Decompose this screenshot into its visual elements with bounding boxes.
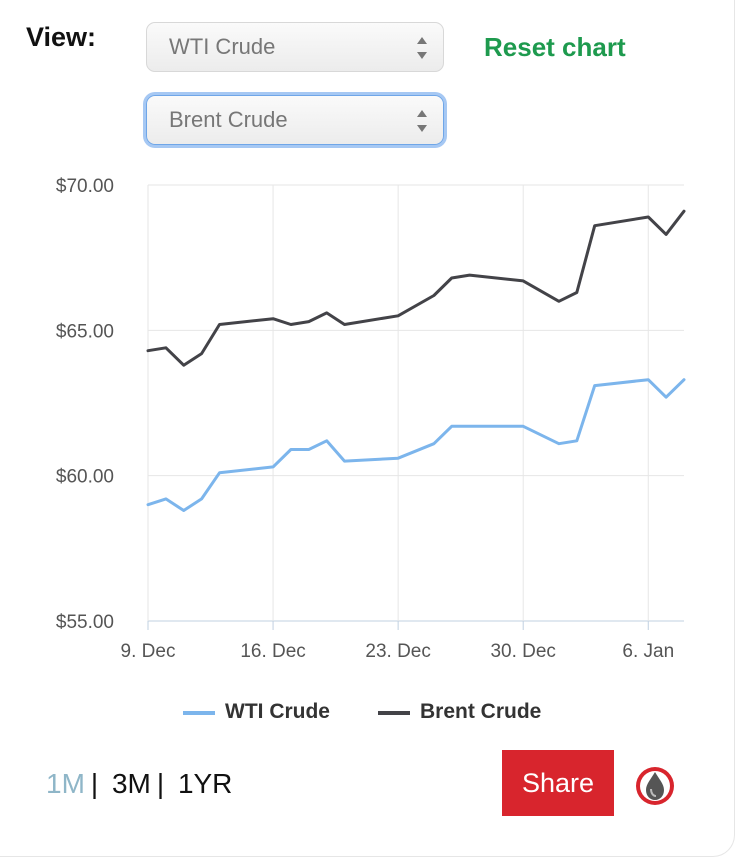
commodity-select-1-value: WTI Crude [169,34,276,59]
range-separator: | [90,768,106,799]
x-tick-label: 6. Jan [622,641,674,662]
x-tick-label: 9. Dec [121,641,176,662]
series-line-wti [146,378,686,512]
commodity-select-2[interactable]: Brent Crude [146,95,444,145]
legend-label-brent: Brent Crude [420,700,542,723]
oil-drop-icon[interactable] [634,765,676,807]
x-tick-label: 23. Dec [365,641,430,662]
series-line-brent [146,209,686,367]
commodity-select-1[interactable]: WTI Crude [146,22,444,72]
share-button[interactable]: Share [502,750,614,816]
y-tick-label: $65.00 [56,321,114,342]
range-3m[interactable]: 3M [111,768,151,799]
y-tick-label: $60.00 [56,467,114,488]
y-tick-label: $55.00 [56,612,114,633]
x-tick-label: 30. Dec [490,641,555,662]
range-1m[interactable]: 1M [46,768,85,799]
commodity-select-2-value: Brent Crude [169,107,288,132]
range-selector: 1M | 3M | 1YR [46,768,238,800]
range-1yr[interactable]: 1YR [177,768,233,799]
reset-chart-link[interactable]: Reset chart [484,32,626,62]
legend-label-wti: WTI Crude [225,700,330,723]
legend-swatch-wti [183,711,215,715]
view-label: View: [26,22,97,52]
y-tick-label: $70.00 [56,176,114,197]
legend-swatch-brent [378,711,410,715]
select-arrows-icon [417,37,427,59]
select-arrows-icon [417,110,427,132]
x-tick-label: 16. Dec [240,641,305,662]
price-chart: $55.00 $60.00 $65.00 $70.00 9. Dec 16. Dec 23.… [56,176,686,662]
range-separator: | [156,768,172,799]
